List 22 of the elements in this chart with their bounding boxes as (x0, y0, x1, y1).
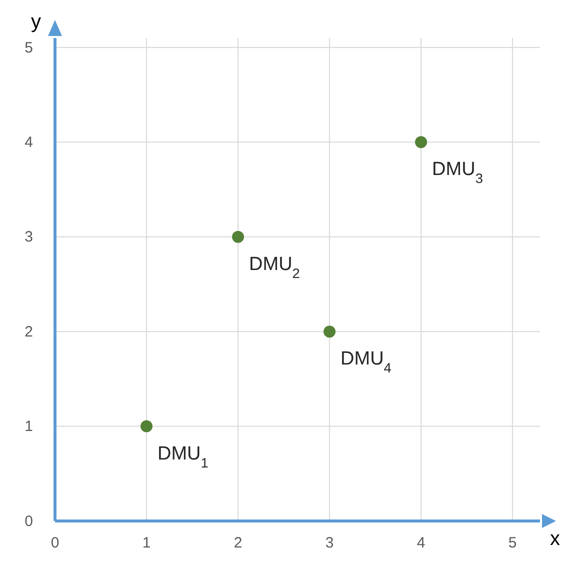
x-tick-label: 5 (508, 534, 517, 552)
y-tick-label: 3 (24, 228, 33, 246)
annotation: DMU$_{1}$ (158, 443, 208, 470)
y-tick-label: 4 (24, 134, 33, 151)
x-tick-label: 1 (142, 534, 151, 552)
y-tick-label: 5 (24, 39, 33, 56)
y-tick-label: 0 (24, 512, 33, 530)
y-tick-label: 1 (24, 418, 33, 436)
point (415, 136, 428, 148)
point (140, 420, 153, 432)
annotation: DMU$_{2}$ (249, 254, 300, 280)
point (324, 326, 336, 338)
x-tick-label: 4 (416, 534, 426, 552)
x-axis-title: x (550, 528, 560, 550)
annotation: DMU$_{3}$ (432, 159, 483, 186)
y-axis-title: y (31, 11, 41, 33)
point (232, 230, 244, 243)
x-tick-label: 0 (50, 534, 60, 552)
y-tick-label: 2 (24, 323, 33, 340)
annotation: DMU$_{4}$ (340, 348, 392, 376)
x-tick-label: 3 (325, 534, 334, 552)
x-tick-label: 2 (234, 534, 242, 552)
